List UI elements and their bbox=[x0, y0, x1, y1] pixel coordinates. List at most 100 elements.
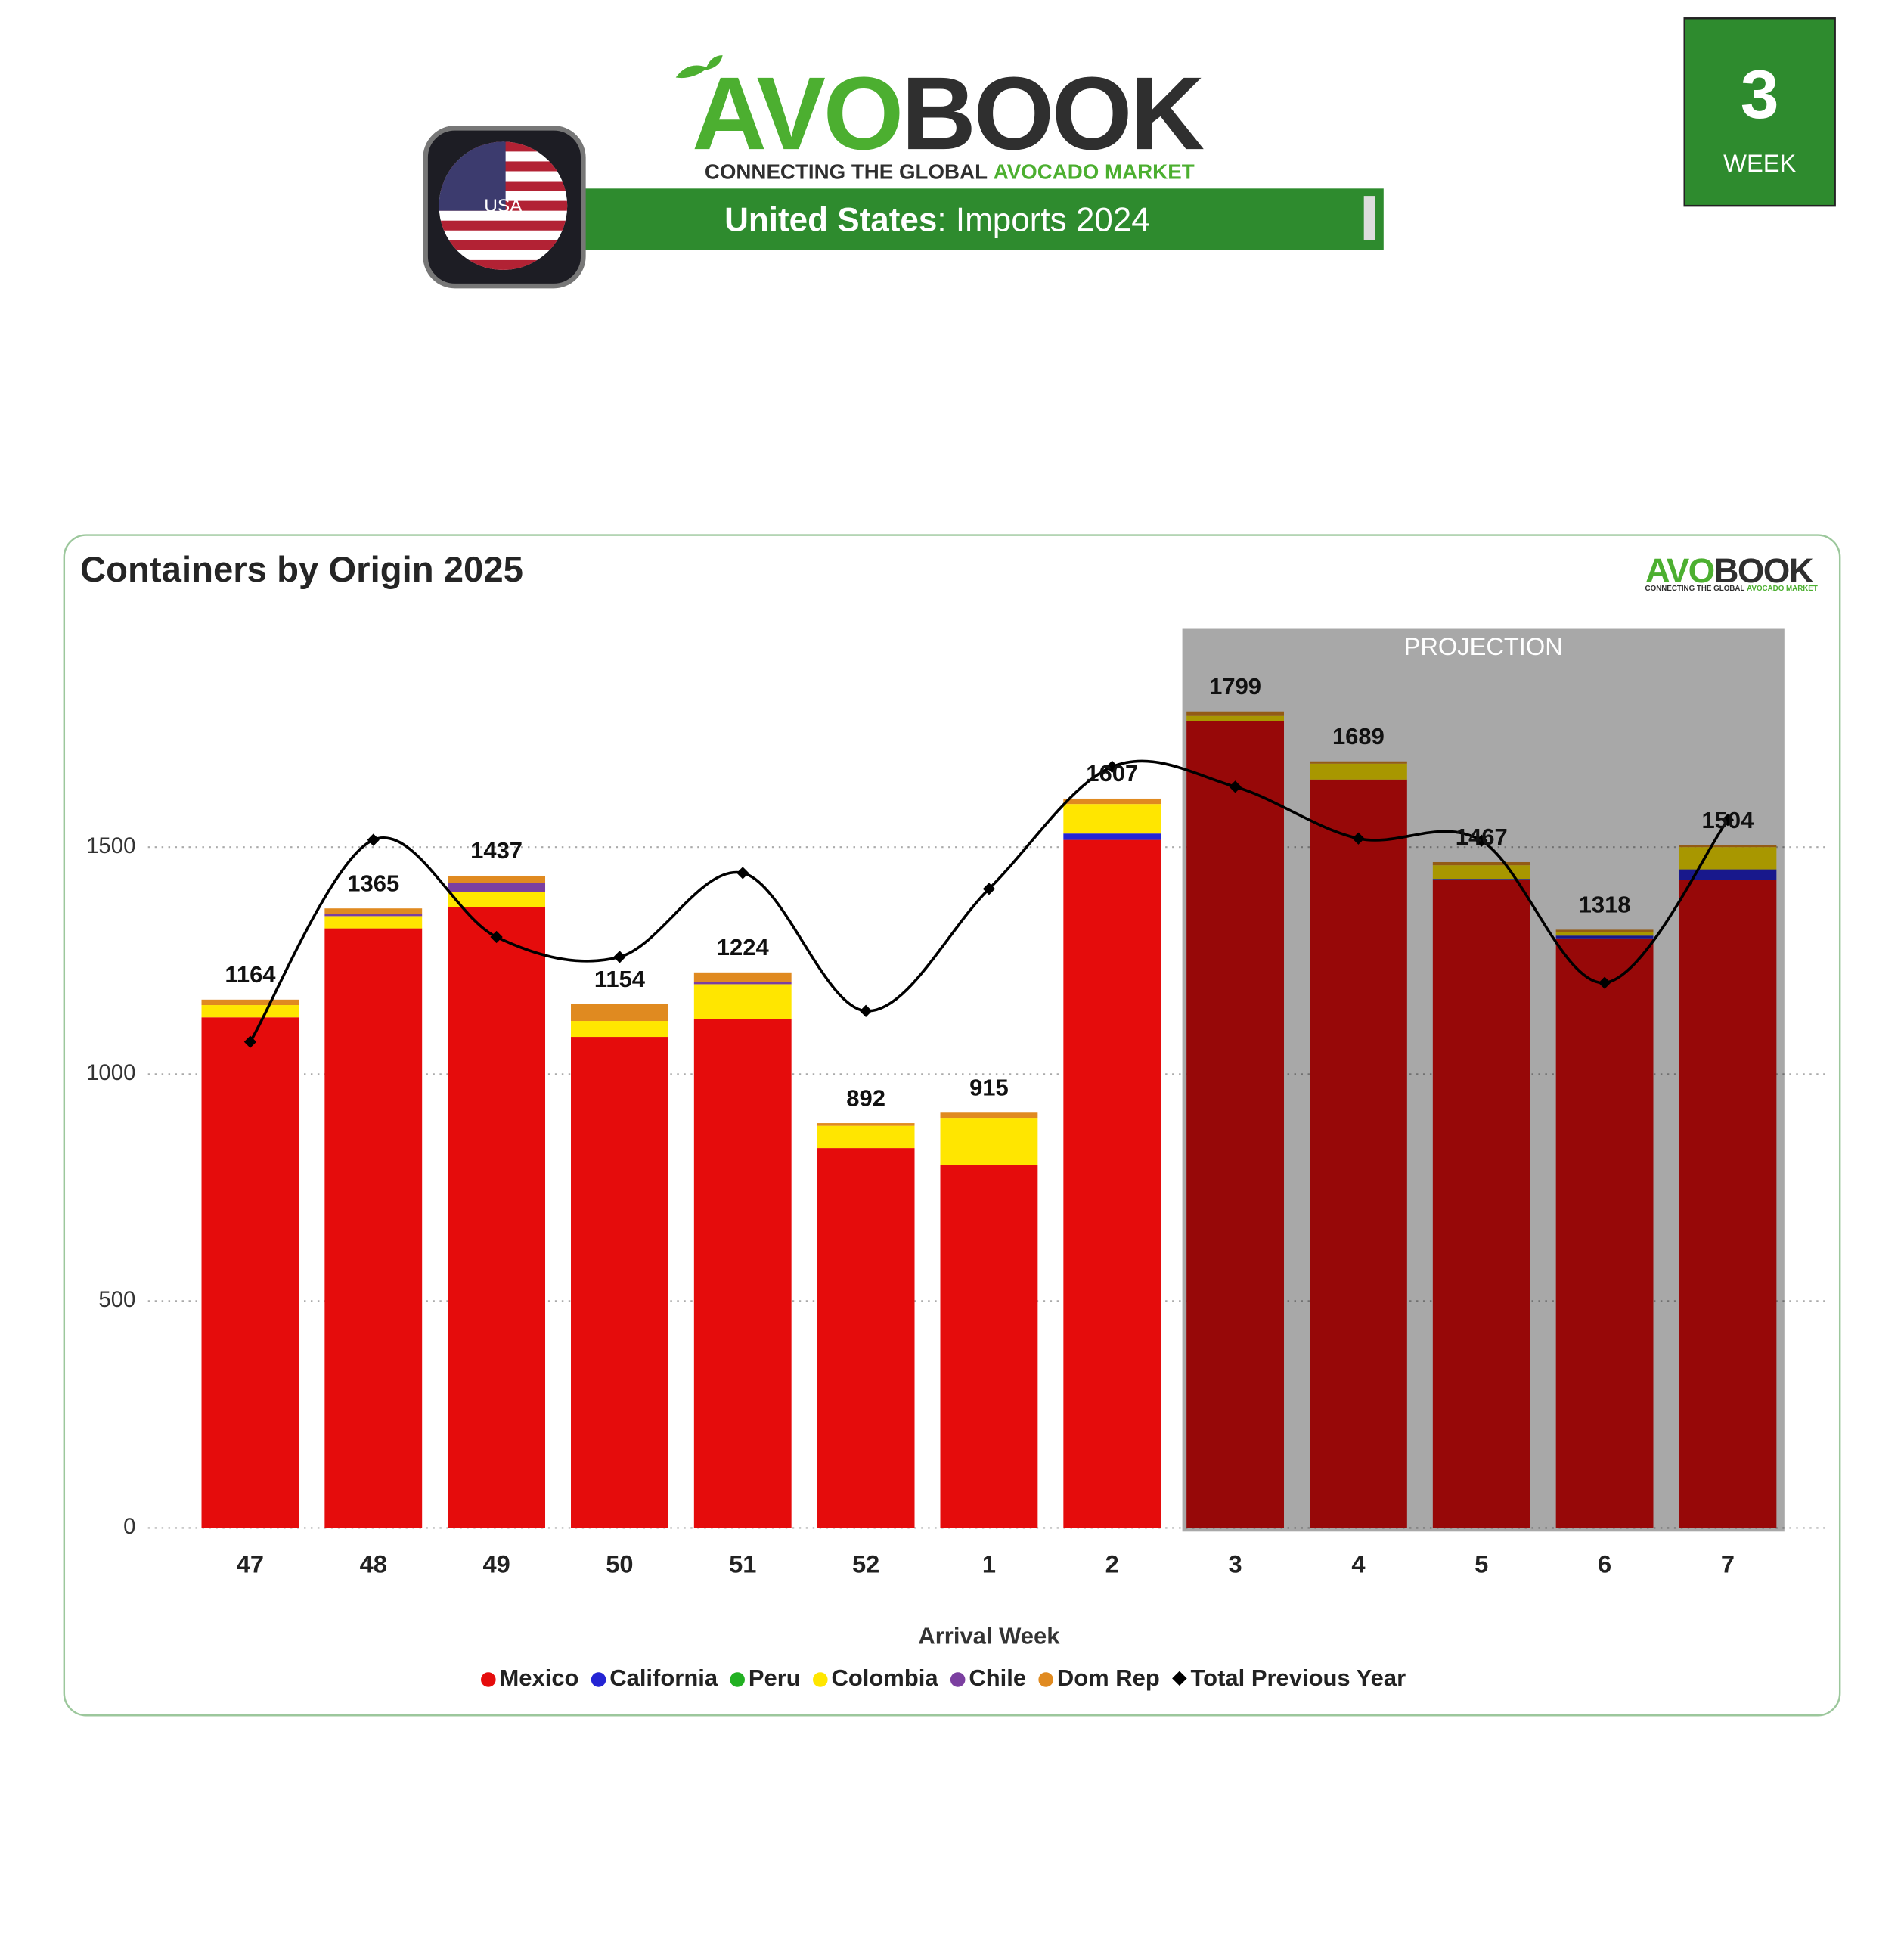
line-marker bbox=[1598, 976, 1611, 989]
legend-marker bbox=[481, 1672, 496, 1687]
chart-title: Containers by Origin 2025 bbox=[80, 550, 523, 590]
legend-label: Peru bbox=[749, 1665, 801, 1691]
projection-area bbox=[1182, 628, 1785, 1532]
line-marker bbox=[1475, 834, 1488, 847]
legend-marker bbox=[1038, 1672, 1053, 1687]
bar-segment bbox=[940, 1112, 1038, 1119]
total-label: 915 bbox=[969, 1074, 1009, 1100]
x-tick-label: 6 bbox=[1598, 1550, 1611, 1578]
x-tick-label: 4 bbox=[1351, 1550, 1365, 1578]
bar-segment bbox=[693, 982, 792, 985]
bar-segment bbox=[448, 891, 546, 908]
bar-segment bbox=[324, 908, 423, 914]
bar-segment bbox=[324, 914, 423, 917]
line-series bbox=[249, 759, 1729, 1043]
legend-label: Total Previous Year bbox=[1191, 1665, 1406, 1691]
total-label: 1164 bbox=[225, 961, 276, 988]
y-tick-label: 1000 bbox=[86, 1060, 135, 1085]
logo: AVOBOOK bbox=[692, 56, 1204, 172]
line-marker bbox=[1229, 780, 1242, 793]
x-tick-label: 2 bbox=[1105, 1550, 1119, 1578]
y-tick-label: 500 bbox=[98, 1287, 135, 1312]
x-tick-label: 47 bbox=[237, 1550, 264, 1578]
bar-segment bbox=[817, 1148, 915, 1528]
total-label: 1467 bbox=[1456, 824, 1508, 850]
bar-segment bbox=[324, 916, 423, 929]
x-tick-label: 50 bbox=[606, 1550, 633, 1578]
total-label: 1607 bbox=[1086, 760, 1138, 786]
legend: Mexico California Peru Colombia Chile Dom Rep… bbox=[481, 1665, 1406, 1691]
small-logo: AVOBOOK bbox=[1645, 551, 1814, 590]
small-logo-book: BOOK bbox=[1714, 551, 1814, 590]
bar-segment bbox=[940, 1118, 1038, 1165]
bar-segment bbox=[201, 1017, 299, 1528]
bar-segment bbox=[693, 1019, 792, 1528]
legend-label: Colombia bbox=[831, 1665, 938, 1691]
x-tick-label: 5 bbox=[1475, 1550, 1488, 1578]
banner-mark bbox=[1363, 196, 1375, 240]
total-label: 1365 bbox=[347, 870, 399, 896]
logo-book: BOOK bbox=[901, 56, 1204, 172]
tagline-a: CONNECTING THE GLOBAL bbox=[705, 160, 988, 183]
total-label: 1437 bbox=[470, 837, 523, 864]
projection-label: PROJECTION bbox=[1404, 632, 1563, 660]
week-label: WEEK bbox=[1723, 149, 1796, 177]
bar-segment bbox=[1063, 804, 1161, 834]
legend-label: Chile bbox=[969, 1665, 1026, 1691]
bar-segment bbox=[817, 1123, 915, 1126]
small-logo-avo: AVO bbox=[1645, 551, 1714, 590]
bar-segment bbox=[1063, 839, 1161, 1528]
bar-segment bbox=[1063, 798, 1161, 805]
bar-segment bbox=[201, 1005, 299, 1018]
tagline-b: AVOCADO MARKET bbox=[994, 160, 1195, 183]
x-tick-label: 3 bbox=[1229, 1550, 1242, 1578]
bar-segment bbox=[201, 999, 299, 1006]
legend-marker bbox=[950, 1672, 966, 1687]
banner bbox=[579, 188, 1384, 250]
bar-segment bbox=[448, 875, 546, 883]
small-tagline: CONNECTING THE GLOBAL AVOCADO MARKET bbox=[1645, 585, 1818, 593]
legend-marker bbox=[591, 1672, 606, 1687]
banner-rest: : Imports 2024 bbox=[937, 201, 1149, 238]
y-tick-label: 1500 bbox=[86, 833, 135, 858]
line-marker bbox=[613, 951, 626, 963]
legend-label: Dom Rep bbox=[1057, 1665, 1160, 1691]
total-label: 1154 bbox=[594, 966, 646, 992]
logo-leaf bbox=[675, 55, 723, 79]
bar-segment bbox=[448, 907, 546, 1528]
line-marker bbox=[982, 883, 996, 895]
x-axis-title: Arrival Week bbox=[918, 1623, 1060, 1649]
flag-label: USA bbox=[484, 196, 523, 216]
small-tagline-b: AVOCADO MARKET bbox=[1747, 585, 1818, 593]
x-tick-label: 7 bbox=[1721, 1550, 1735, 1578]
total-label: 1689 bbox=[1332, 723, 1385, 749]
line-marker bbox=[1721, 814, 1735, 827]
bar-segment bbox=[693, 972, 792, 982]
bar-segment bbox=[448, 883, 546, 892]
bar-segment bbox=[571, 1021, 668, 1038]
total-label: 892 bbox=[846, 1084, 885, 1111]
legend-marker bbox=[730, 1672, 745, 1687]
total-label: 1318 bbox=[1579, 892, 1631, 918]
legend-label: Mexico bbox=[499, 1665, 578, 1691]
bar-segment bbox=[940, 1165, 1038, 1528]
x-tick-label: 48 bbox=[360, 1550, 387, 1578]
banner-text: United States: Imports 2024 bbox=[724, 201, 1150, 238]
total-label: 1504 bbox=[1701, 807, 1754, 833]
line-marker bbox=[859, 1004, 873, 1017]
total-label: 1224 bbox=[717, 934, 770, 960]
legend-marker bbox=[813, 1672, 828, 1687]
logo-avo: AVO bbox=[692, 56, 901, 172]
bar-segment bbox=[571, 1004, 668, 1022]
tagline: CONNECTING THE GLOBAL AVOCADO MARKET bbox=[705, 160, 1195, 183]
bar-segment bbox=[817, 1125, 915, 1149]
bar-segment bbox=[1063, 833, 1161, 840]
week-number: 3 bbox=[1741, 56, 1779, 133]
x-tick-label: 51 bbox=[729, 1550, 756, 1578]
bar-segment bbox=[693, 984, 792, 1019]
small-tagline-a: CONNECTING THE GLOBAL bbox=[1645, 585, 1745, 593]
x-tick-label: 49 bbox=[482, 1550, 510, 1578]
total-label: 1799 bbox=[1209, 673, 1261, 700]
